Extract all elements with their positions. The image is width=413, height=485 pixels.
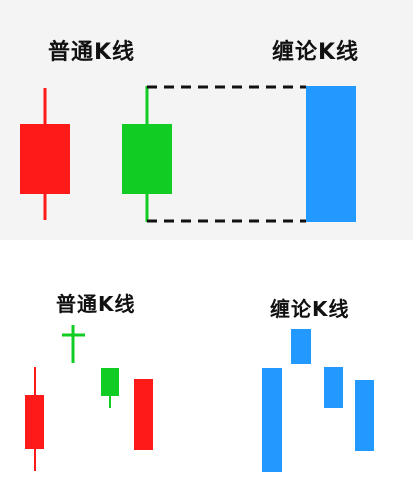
red-candle-1-body xyxy=(25,395,44,449)
chan-kline-title: 缠论K线 xyxy=(272,40,360,65)
green-small-body xyxy=(101,368,119,396)
normal-kline-title-bottom: 普通K线 xyxy=(56,292,136,316)
bottom-panel: 普通K线 缠论K线 xyxy=(0,245,413,485)
chan-candle-3 xyxy=(324,367,343,408)
red-candle-body xyxy=(20,124,70,194)
top-diagram xyxy=(20,85,356,223)
green-doji-cross xyxy=(62,325,85,363)
top-panel: 普通K线 缠论K线 xyxy=(0,0,413,240)
chan-candle-4 xyxy=(355,380,374,451)
green-candlestick-small xyxy=(101,368,119,408)
red-candlestick xyxy=(20,88,70,220)
green-candlestick xyxy=(122,86,172,222)
chan-candle-2 xyxy=(291,329,311,364)
green-candle-body xyxy=(122,124,172,194)
chan-kline-title-bottom: 缠论K线 xyxy=(270,297,350,321)
bottom-diagram xyxy=(25,325,374,472)
red-candle-2-body xyxy=(134,379,153,450)
normal-kline-title: 普通K线 xyxy=(48,40,136,65)
chan-candle-1 xyxy=(262,368,282,472)
chan-merged-candle xyxy=(306,86,356,222)
red-candlestick-1 xyxy=(25,367,44,471)
